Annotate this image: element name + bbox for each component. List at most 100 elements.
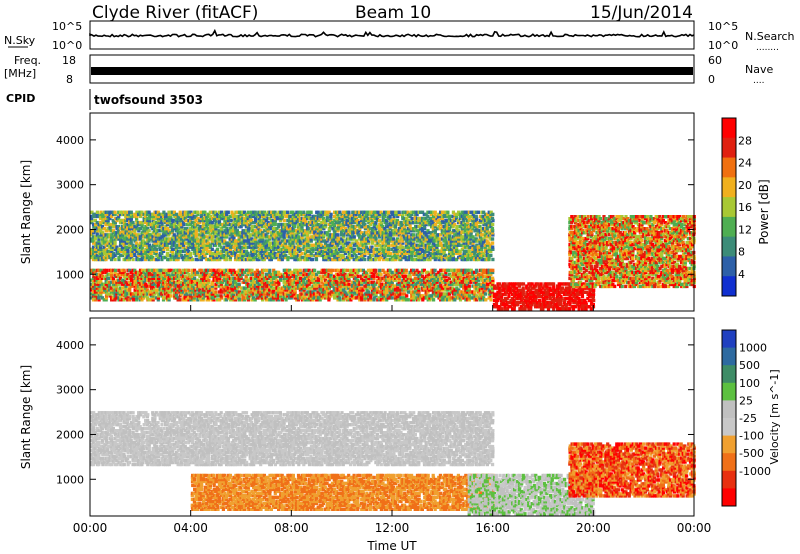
heatmap-cell — [311, 249, 315, 253]
heatmap-cell — [219, 255, 223, 260]
heatmap-cell — [179, 237, 184, 241]
heatmap-cell — [133, 253, 137, 258]
heatmap-cell — [170, 243, 175, 247]
heatmap-cell — [246, 253, 250, 258]
heatmap-cell — [160, 247, 164, 251]
heatmap-cell — [208, 229, 212, 233]
heatmap-cell — [219, 229, 224, 233]
heatmap-cell — [199, 249, 203, 253]
heatmap-cell — [136, 257, 141, 262]
heatmap-cell — [311, 227, 315, 231]
heatmap-cell — [111, 243, 115, 247]
heatmap-cell — [219, 249, 223, 253]
heatmap-cell — [151, 249, 155, 253]
heatmap-cell — [196, 216, 200, 221]
heatmap-cell — [155, 247, 159, 251]
heatmap-cell — [223, 220, 227, 225]
heatmap-cell — [106, 210, 110, 214]
heatmap-cell — [151, 239, 155, 243]
heatmap-cell — [160, 251, 164, 256]
heatmap-cell — [100, 253, 105, 258]
heatmap-cell — [232, 237, 236, 241]
heatmap-cell — [119, 218, 123, 223]
heatmap-cell — [268, 268, 272, 273]
heatmap-cell — [280, 239, 285, 243]
heatmap-cell — [228, 222, 232, 227]
heatmap-cell — [153, 216, 157, 221]
heatmap-cell — [275, 255, 279, 260]
heatmap-cell — [95, 214, 100, 219]
heatmap-cell — [306, 249, 310, 253]
heatmap-cell — [203, 255, 207, 260]
heatmap-cell — [124, 210, 128, 214]
heatmap-cell — [108, 255, 112, 260]
heatmap-cell — [250, 243, 254, 247]
heatmap-cell — [138, 249, 142, 253]
heatmap-cell — [138, 227, 142, 231]
heatmap-cell — [92, 249, 96, 253]
heatmap-cell — [191, 235, 195, 239]
heatmap-cell — [122, 245, 126, 249]
heatmap-cell — [203, 253, 207, 258]
heatmap-cell — [209, 227, 213, 231]
heatmap-cell — [208, 251, 213, 256]
station-title: Clyde River (fitACF) — [92, 3, 258, 23]
heatmap-cell — [327, 227, 331, 231]
heatmap-cell — [147, 233, 151, 237]
heatmap-cell — [106, 220, 110, 225]
heatmap-cell — [101, 231, 105, 235]
heatmap-cell — [273, 241, 277, 245]
heatmap-cell — [104, 220, 108, 225]
heatmap-cell — [126, 218, 130, 223]
heatmap-cell — [119, 233, 123, 237]
heatmap-cell — [264, 247, 268, 251]
heatmap-cell — [329, 233, 333, 237]
heatmap-cell — [156, 255, 161, 260]
heatmap-cell — [138, 210, 142, 214]
heatmap-cell — [108, 243, 112, 247]
heatmap-cell — [296, 239, 300, 243]
heatmap-cell — [198, 255, 202, 260]
heatmap-cell — [185, 241, 189, 245]
heatmap-cell — [311, 235, 315, 239]
heatmap-cell — [126, 227, 130, 231]
heatmap-cell — [129, 239, 133, 243]
heatmap-cell — [196, 212, 200, 217]
heatmap-cell — [248, 237, 252, 241]
heatmap-cell — [108, 227, 112, 231]
heatmap-cell — [212, 239, 216, 243]
heatmap-cell — [277, 222, 281, 227]
heatmap-cell — [122, 231, 126, 235]
heatmap-cell — [180, 243, 184, 247]
heatmap-cell — [129, 241, 133, 245]
heatmap-cell — [293, 218, 297, 223]
heatmap-cell — [207, 227, 211, 231]
heatmap-cell — [308, 231, 312, 235]
freq-band — [91, 67, 693, 75]
heatmap-cell — [171, 225, 175, 229]
heatmap-cell — [320, 231, 324, 235]
heatmap-cell — [210, 229, 214, 233]
heatmap-cell — [311, 243, 315, 247]
heatmap-cell — [174, 227, 178, 231]
heatmap-cell — [323, 247, 328, 251]
heatmap-cell — [232, 214, 236, 219]
heatmap-cell — [298, 255, 302, 260]
heatmap-cell — [248, 222, 252, 227]
heatmap-cell — [188, 231, 193, 235]
heatmap-cell — [148, 245, 152, 249]
heatmap-cell — [194, 249, 198, 253]
nsky-label: N.Sky — [4, 34, 36, 47]
heatmap-cell — [136, 243, 141, 247]
heatmap-cell — [242, 220, 246, 225]
heatmap-cell — [160, 216, 164, 221]
heatmap-cell — [307, 249, 312, 253]
heatmap-cell — [121, 225, 125, 229]
heatmap-cell — [243, 241, 247, 245]
heatmap-cell — [201, 239, 205, 243]
heatmap-cell — [137, 251, 141, 256]
heatmap-cell — [136, 220, 141, 225]
heatmap-cell — [171, 231, 175, 235]
heatmap-cell — [192, 216, 197, 221]
